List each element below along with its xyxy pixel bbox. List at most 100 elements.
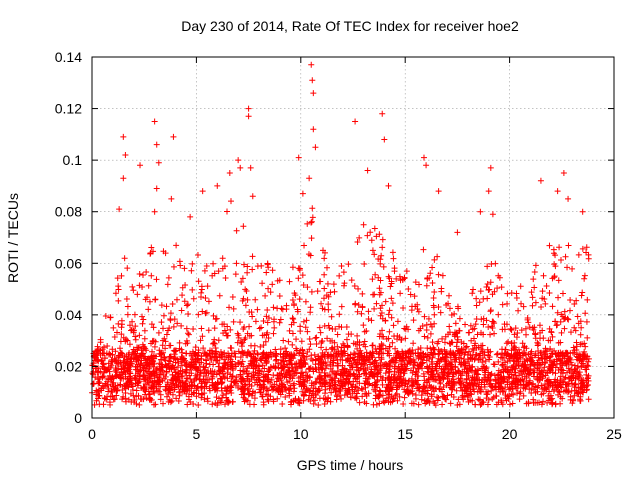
x-tick-labels: 0 5 10 15 20 25 [88, 426, 622, 442]
data-point [163, 331, 170, 338]
data-point [237, 354, 244, 361]
data-point [188, 379, 195, 386]
data-point [463, 388, 470, 395]
data-point [174, 364, 181, 371]
data-point [408, 307, 415, 314]
data-point [186, 387, 193, 394]
data-point [583, 387, 590, 394]
data-point [416, 384, 423, 391]
data-point [203, 351, 210, 358]
data-point [400, 304, 407, 311]
data-point [139, 283, 146, 290]
data-point [483, 364, 490, 371]
data-point [323, 346, 330, 353]
data-point [395, 369, 402, 376]
data-point [521, 364, 528, 371]
data-point [233, 260, 240, 267]
data-point [514, 379, 521, 386]
data-point [183, 325, 190, 332]
data-point [336, 323, 343, 330]
data-point [439, 401, 446, 408]
data-point [527, 370, 534, 377]
data-point [105, 382, 112, 389]
data-point [535, 341, 542, 348]
data-point [235, 157, 242, 164]
data-point [170, 133, 177, 140]
data-point [114, 275, 121, 282]
data-point [265, 397, 272, 404]
data-point [530, 396, 537, 403]
data-point [182, 380, 189, 387]
data-point [231, 350, 238, 357]
data-point [398, 361, 405, 368]
data-point [107, 393, 114, 400]
data-point [549, 383, 556, 390]
data-point [385, 391, 392, 398]
data-point [316, 395, 323, 402]
y-tick-label: 0.14 [55, 49, 82, 65]
data-point [363, 371, 370, 378]
data-point [405, 349, 412, 356]
data-point [153, 381, 160, 388]
data-point [273, 356, 280, 363]
data-point [493, 401, 500, 408]
data-point [397, 290, 404, 297]
data-point [124, 265, 131, 272]
data-point [262, 357, 269, 364]
data-point [259, 393, 266, 400]
data-point [152, 296, 159, 303]
data-point [308, 352, 315, 359]
data-point [299, 363, 306, 370]
data-point [515, 346, 522, 353]
data-point [223, 394, 230, 401]
data-point [107, 314, 114, 321]
data-point [119, 350, 126, 357]
data-point [178, 307, 185, 314]
data-point [527, 377, 534, 384]
data-point [484, 281, 491, 288]
data-point [234, 359, 241, 366]
data-point [194, 365, 201, 372]
data-point [318, 300, 325, 307]
data-point [211, 325, 218, 332]
data-point [275, 375, 282, 382]
data-point [148, 321, 155, 328]
data-point [202, 295, 209, 302]
data-point [237, 164, 244, 171]
data-point [140, 396, 147, 403]
data-point [441, 339, 448, 346]
data-point [431, 320, 438, 327]
data-point [286, 385, 293, 392]
data-point [314, 375, 321, 382]
data-point [124, 303, 131, 310]
data-point [379, 392, 386, 399]
data-point [369, 350, 376, 357]
data-point [512, 325, 519, 332]
data-point [210, 260, 217, 267]
data-point [184, 330, 191, 337]
data-point [412, 349, 419, 356]
data-point [379, 377, 386, 384]
data-point [98, 358, 105, 365]
data-point [352, 395, 359, 402]
data-point [356, 234, 363, 241]
data-point [345, 379, 352, 386]
data-point [238, 278, 245, 285]
data-point [584, 381, 591, 388]
data-point [449, 363, 456, 370]
data-point [130, 329, 137, 336]
data-point [430, 373, 437, 380]
data-point [582, 366, 589, 373]
data-point [148, 272, 155, 279]
data-point [561, 308, 568, 315]
data-point [537, 177, 544, 184]
data-point [549, 303, 556, 310]
data-point [571, 347, 578, 354]
data-point [286, 390, 293, 397]
data-point [150, 401, 157, 408]
data-point [329, 368, 336, 375]
data-point [336, 272, 343, 279]
data-point [291, 385, 298, 392]
data-point [388, 295, 395, 302]
data-point [157, 350, 164, 357]
